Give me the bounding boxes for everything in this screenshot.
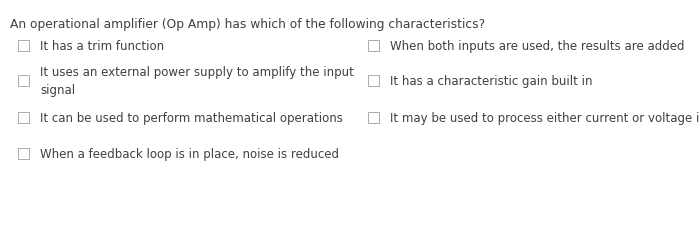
Text: An operational amplifier (Op Amp) has which of the following characteristics?: An operational amplifier (Op Amp) has wh…	[10, 18, 485, 31]
Text: It has a trim function: It has a trim function	[40, 40, 164, 53]
Bar	[18, 76, 29, 87]
Bar	[18, 41, 29, 52]
Bar	[18, 148, 29, 159]
Text: It has a characteristic gain built in: It has a characteristic gain built in	[390, 75, 592, 88]
Text: When both inputs are used, the results are added: When both inputs are used, the results a…	[390, 40, 685, 53]
Bar	[18, 113, 29, 123]
Text: It can be used to perform mathematical operations: It can be used to perform mathematical o…	[40, 111, 343, 124]
Text: It may be used to process either current or voltage input: It may be used to process either current…	[390, 111, 700, 124]
Bar	[368, 76, 379, 87]
Bar	[368, 113, 379, 123]
Text: It uses an external power supply to amplify the input
signal: It uses an external power supply to ampl…	[40, 66, 354, 96]
Text: When a feedback loop is in place, noise is reduced: When a feedback loop is in place, noise …	[40, 147, 339, 160]
Bar	[368, 41, 379, 52]
